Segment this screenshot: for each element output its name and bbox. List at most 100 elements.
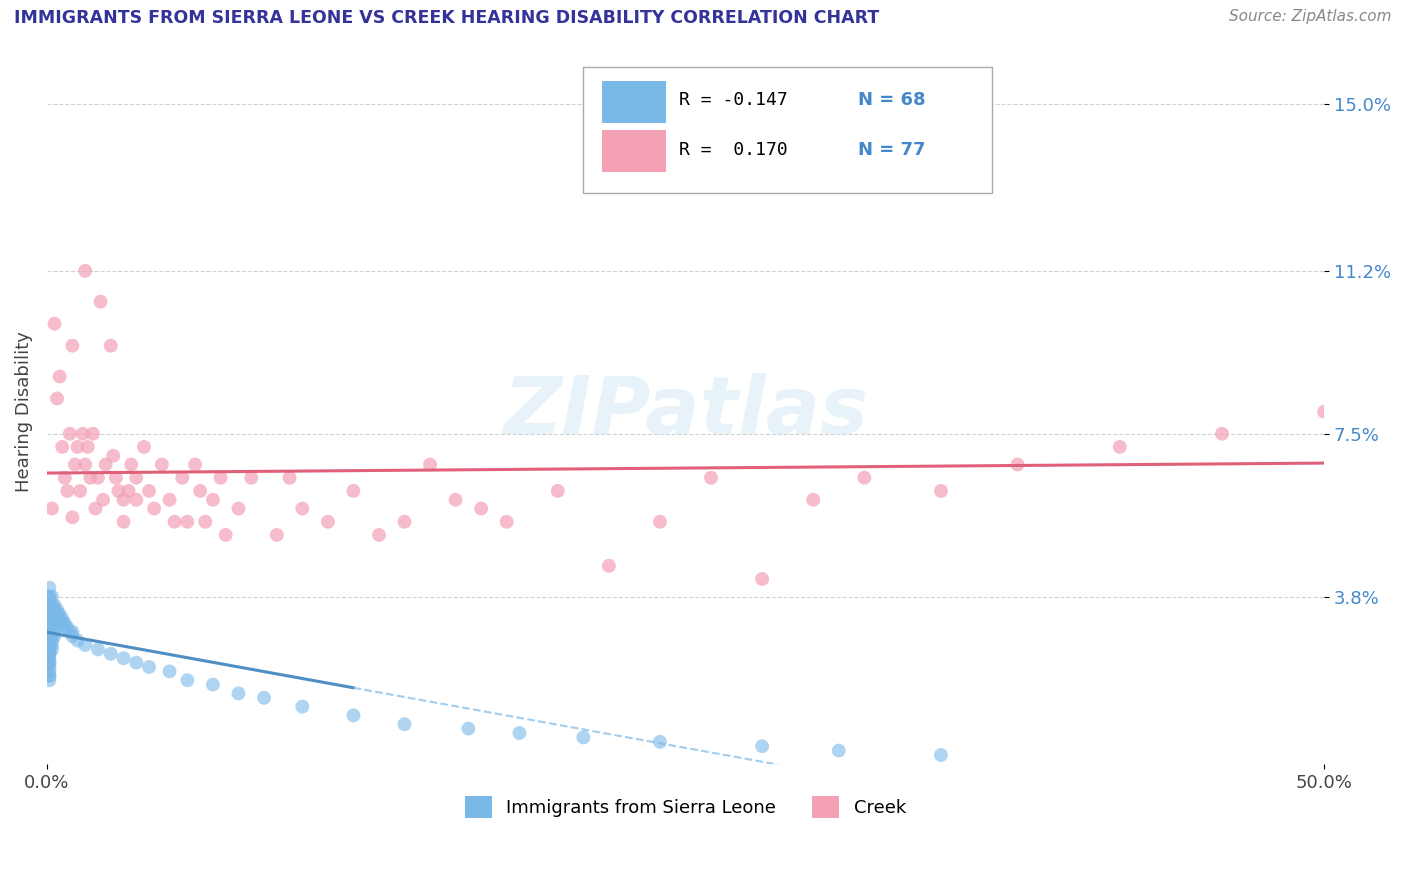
Point xyxy=(59,426,82,441)
Point xyxy=(112,515,135,529)
Point xyxy=(38,611,60,625)
Point xyxy=(75,638,97,652)
Point xyxy=(38,633,60,648)
Point xyxy=(112,651,135,665)
Point xyxy=(44,603,66,617)
Point xyxy=(700,471,723,485)
Point xyxy=(38,633,60,648)
Point xyxy=(41,599,63,613)
Point xyxy=(751,739,773,754)
Point xyxy=(38,624,60,639)
Point xyxy=(215,528,238,542)
Point xyxy=(48,369,70,384)
Point xyxy=(38,603,60,617)
Point xyxy=(598,558,620,573)
Point xyxy=(120,458,142,472)
Point xyxy=(44,624,66,639)
Point xyxy=(159,492,181,507)
Point xyxy=(176,673,198,688)
Point xyxy=(316,515,339,529)
Text: Source: ZipAtlas.com: Source: ZipAtlas.com xyxy=(1229,9,1392,24)
Point xyxy=(38,656,60,670)
Point xyxy=(46,615,69,630)
Point xyxy=(90,294,112,309)
Point xyxy=(41,629,63,643)
Point xyxy=(125,471,148,485)
Point xyxy=(53,620,76,634)
Point xyxy=(38,629,60,643)
Point xyxy=(929,483,952,498)
Point xyxy=(172,471,194,485)
Point xyxy=(62,624,84,639)
Point xyxy=(143,501,166,516)
Point xyxy=(38,620,60,634)
Point xyxy=(41,638,63,652)
Point xyxy=(368,528,391,542)
Point xyxy=(291,501,314,516)
Point xyxy=(240,471,263,485)
Point xyxy=(648,515,671,529)
Point xyxy=(228,686,250,700)
Text: R = -0.147: R = -0.147 xyxy=(679,92,787,110)
Point xyxy=(194,515,217,529)
Text: ZIPatlas: ZIPatlas xyxy=(503,373,868,450)
Point xyxy=(46,603,69,617)
Point xyxy=(38,638,60,652)
Point xyxy=(41,620,63,634)
Text: N = 68: N = 68 xyxy=(858,92,925,110)
Point xyxy=(38,669,60,683)
Point xyxy=(547,483,569,498)
Point xyxy=(38,603,60,617)
Point xyxy=(91,492,114,507)
Point xyxy=(107,483,129,498)
Point xyxy=(38,669,60,683)
Point xyxy=(51,440,73,454)
Point xyxy=(112,492,135,507)
Point xyxy=(125,656,148,670)
Point xyxy=(572,731,595,745)
Point xyxy=(125,492,148,507)
Point xyxy=(41,642,63,657)
Point xyxy=(44,629,66,643)
Point xyxy=(46,620,69,634)
Point xyxy=(38,665,60,679)
Point xyxy=(69,483,91,498)
Point xyxy=(228,501,250,516)
Point xyxy=(46,611,69,625)
FancyBboxPatch shape xyxy=(603,81,666,123)
Point xyxy=(63,458,86,472)
Point xyxy=(38,651,60,665)
Point xyxy=(138,660,160,674)
Point xyxy=(38,660,60,674)
Point xyxy=(38,656,60,670)
Point xyxy=(828,744,851,758)
Point xyxy=(76,440,98,454)
Point xyxy=(209,471,232,485)
Point xyxy=(46,392,69,406)
Point xyxy=(66,633,89,648)
Point xyxy=(44,607,66,622)
Point xyxy=(66,440,89,454)
Point xyxy=(48,611,70,625)
Point xyxy=(278,471,301,485)
Point xyxy=(51,611,73,625)
Point xyxy=(38,615,60,630)
Point xyxy=(444,492,467,507)
Point xyxy=(853,471,876,485)
Point xyxy=(100,647,122,661)
Point xyxy=(38,590,60,604)
Point xyxy=(44,317,66,331)
Text: R =  0.170: R = 0.170 xyxy=(679,141,787,159)
Point xyxy=(132,440,155,454)
Point xyxy=(100,339,122,353)
Point xyxy=(291,699,314,714)
Point xyxy=(41,607,63,622)
Point xyxy=(495,515,517,529)
Point xyxy=(751,572,773,586)
Point xyxy=(201,492,224,507)
Point xyxy=(38,581,60,595)
Point xyxy=(75,458,97,472)
Point xyxy=(38,673,60,688)
Point xyxy=(1313,405,1336,419)
Point xyxy=(53,471,76,485)
